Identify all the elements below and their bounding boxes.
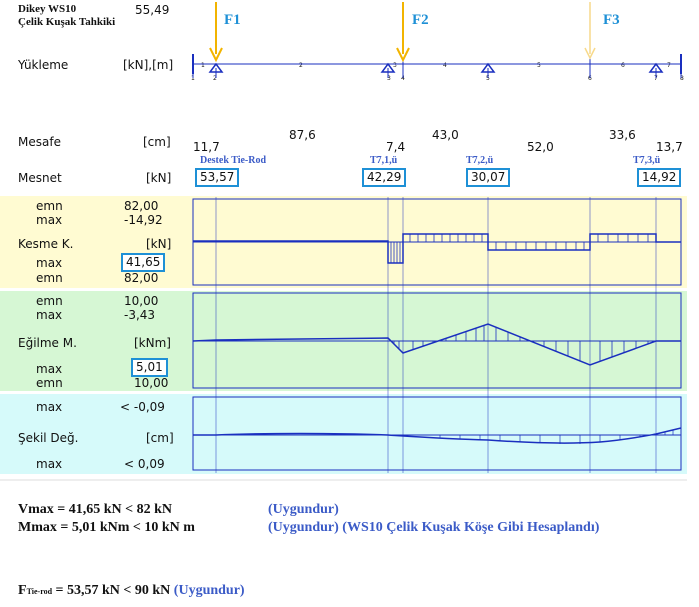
moment-r1-value: 10,00 [124,294,159,308]
moment-label: Eğilme M. [18,336,77,350]
summary-mmax: Mmax = 5,01 kNm < 10 kN m [18,520,195,535]
deflection-label: Şekil Değ. [18,431,79,445]
summary-ftie: FTie-rod = 53,57 kN < 90 kN (Uygundur) [18,583,245,599]
shear-r2-value: -14,92 [124,213,163,227]
distance-value: 52,0 [527,140,554,154]
title-line-1: Dikey WS10 [18,3,77,15]
support-reaction-box: 53,57 [195,168,240,187]
span-number: 2 [299,62,303,69]
summary-f-line: = 53,57 kN < 90 kN [55,583,171,598]
deflection-units: [cm] [146,431,174,445]
moment-units: [kNm] [134,336,171,350]
span-number: 3 [393,62,397,69]
shear-units: [kN] [146,237,172,251]
force-label-f3: F3 [603,12,620,28]
shear-r3-label: max [36,256,63,270]
support-caption: T7,2,ü [466,155,494,166]
support-units: [kN] [146,171,172,185]
top-value: 55,49 [135,3,170,17]
shear-r2-label: max [36,213,63,227]
span-number: 5 [537,62,541,69]
moment-r2-value: -3,43 [124,308,156,322]
shear-label: Kesme K. [18,237,74,251]
shear-r4-label: emn [36,271,63,285]
moment-diagram [192,292,682,389]
moment-r4-label: emn [36,376,63,390]
node-number: 4 [401,75,405,82]
summary-f: F [18,583,27,598]
support-triangles [208,62,664,73]
support-row-label: Mesnet [18,171,62,185]
support-caption: T7,3,ü [633,155,661,166]
distance-value: 13,7 [656,140,683,154]
summary-mmax-ok: (Uygundur) (WS10 Çelik Kuşak Köşe Gibi H… [268,520,600,535]
shear-diagram [192,198,682,286]
distance-value: 33,6 [609,128,636,142]
support-reaction-box: 42,29 [362,168,407,187]
span-number: 6 [621,62,625,69]
node-number: 3 [387,75,391,82]
force-label-f2: F2 [412,12,429,28]
title-line-2: Çelik Kuşak Tahkiki [18,16,116,28]
moment-r2-label: max [36,308,63,322]
moment-r1-label: emn [36,294,63,308]
load-units: [kN],[m] [123,58,174,72]
deflection-r2-label: max [36,457,63,471]
distance-units: [cm] [143,135,171,149]
deflection-r1-label: max [36,400,63,414]
span-number: 1 [201,62,205,69]
node-number: 2 [213,75,217,82]
node-number: 7 [654,75,658,82]
distance-value: 43,0 [432,128,459,142]
summary-f-ok: (Uygundur) [173,583,245,598]
support-caption: Destek Tie-Rod [200,155,267,166]
node-number: 8 [680,75,684,82]
moment-r3-label: max [36,362,63,376]
shear-r4-value: 82,00 [124,271,159,285]
deflection-r2-value: < 0,09 [124,457,165,471]
deflection-diagram [192,396,682,471]
load-arrows [209,2,596,63]
moment-r4-value: 10,00 [134,376,169,390]
distance-value: 11,7 [193,140,220,154]
support-reaction-box: 30,07 [466,168,511,187]
summary-f-sub: Tie-rod [26,587,53,596]
node-number: 5 [486,75,490,82]
span-number: 7 [667,62,671,69]
load-row-label: Yükleme [18,58,69,72]
node-number: 6 [588,75,592,82]
moment-max-box: 5,01 [131,358,168,377]
deflection-r1-value: < -0,09 [120,400,165,414]
distance-row-label: Mesafe [18,135,61,149]
beam-axis [192,54,682,78]
support-caption: T7,1,ü [370,155,398,166]
node-number: 1 [191,75,195,82]
shear-max-box: 41,65 [121,253,166,272]
summary-vmax: Vmax = 41,65 kN < 82 kN [18,502,173,517]
summary-vmax-ok: (Uygundur) [268,502,339,517]
force-label-f1: F1 [224,12,241,28]
distance-value: 87,6 [289,128,316,142]
support-reaction-box: 14,92 [637,168,682,187]
shear-r1-value: 82,00 [124,199,159,213]
span-number: 4 [443,62,447,69]
distance-value: 7,4 [386,140,406,154]
shear-r1-label: emn [36,199,63,213]
